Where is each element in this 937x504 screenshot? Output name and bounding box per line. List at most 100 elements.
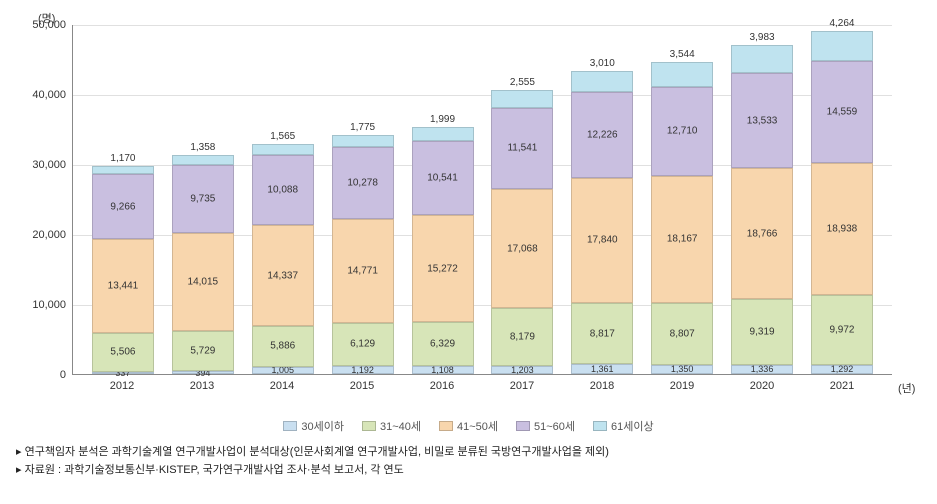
- bar-column: 1,2929,97218,93814,5594,264: [811, 31, 873, 374]
- bar-segment-s41: 15,272: [412, 215, 474, 322]
- segment-value-label: 1,565: [253, 131, 313, 142]
- segment-value-label: 8,817: [572, 328, 632, 339]
- segment-value-label: 6,129: [333, 339, 393, 350]
- bar-segment-s51: 11,541: [491, 108, 553, 189]
- x-tick-label: 2014: [251, 380, 313, 392]
- y-tick-label: 10,000: [10, 299, 66, 311]
- bar-segment-s51: 13,533: [731, 73, 793, 168]
- segment-value-label: 14,015: [173, 277, 233, 288]
- legend-swatch: [593, 421, 607, 431]
- x-tick-label: 2017: [491, 380, 553, 392]
- stacked-bar-chart: (명) 010,00020,00030,00040,00050,000 3375…: [10, 10, 927, 410]
- bar-segment-u30: 1,361: [571, 364, 633, 374]
- segment-value-label: 5,886: [253, 341, 313, 352]
- bar-segment-s31: 5,729: [172, 331, 234, 371]
- y-tick-label: 50,000: [10, 19, 66, 31]
- segment-value-label: 1,775: [333, 122, 393, 133]
- segment-value-label: 2,555: [492, 77, 552, 88]
- x-axis-labels: 2012201320142015201620172018201920202021: [72, 380, 892, 392]
- bars-container: 3375,506 13,441 9,266 1,170 3945,729 14,015 9,…: [73, 25, 892, 374]
- footnotes: 연구책임자 분석은 과학기술계열 연구개발사업이 분석대상(인문사회계열 연구개…: [10, 444, 927, 479]
- bar-segment-s51: 9,735: [172, 165, 234, 233]
- segment-value-label: 1,005: [253, 365, 313, 375]
- legend-swatch: [362, 421, 376, 431]
- bar-column: 3375,506 13,441 9,266 1,170: [92, 166, 154, 374]
- legend-swatch: [516, 421, 530, 431]
- bar-segment-s51: 12,710: [651, 87, 713, 176]
- bar-segment-s31: 9,319: [731, 299, 793, 364]
- segment-value-label: 13,533: [732, 115, 792, 126]
- x-tick-label: 2013: [171, 380, 233, 392]
- segment-value-label: 17,840: [572, 235, 632, 246]
- x-tick-label: 2019: [651, 380, 713, 392]
- segment-value-label: 9,319: [732, 327, 792, 338]
- segment-value-label: 14,559: [812, 106, 872, 117]
- segment-value-label: 1,192: [333, 365, 393, 375]
- segment-value-label: 1,336: [732, 364, 792, 374]
- bar-segment-s41: 17,068: [491, 189, 553, 308]
- bar-column: 1,3508,80718,16712,7103,544: [651, 62, 713, 374]
- segment-value-label: 9,735: [173, 193, 233, 204]
- x-tick-label: 2012: [91, 380, 153, 392]
- segment-value-label: 9,266: [93, 201, 153, 212]
- bar-segment-u30: 1,292: [811, 365, 873, 374]
- bar-segment-s51: 9,266: [92, 174, 154, 239]
- segment-value-label: 4,264: [812, 18, 872, 29]
- bar-segment-u30: 1,203: [491, 366, 553, 374]
- legend-label: 41~50세: [457, 418, 498, 434]
- bar-segment-o61: 1,170: [92, 166, 154, 174]
- bar-segment-s41: 14,337: [252, 225, 314, 325]
- legend-item: 41~50세: [439, 418, 498, 434]
- bar-segment-u30: 1,350: [651, 365, 713, 374]
- y-axis: 010,00020,00030,00040,00050,000: [10, 25, 70, 375]
- bar-segment-u30: 1,108: [412, 366, 474, 374]
- x-tick-label: 2016: [411, 380, 473, 392]
- segment-value-label: 11,541: [492, 143, 552, 154]
- bar-segment-u30: 337: [92, 372, 154, 374]
- bar-segment-s51: 10,541: [412, 141, 474, 215]
- footnote-source: 자료원 : 과학기술정보통신부·KISTEP, 국가연구개발사업 조사·분석 보…: [16, 462, 927, 480]
- segment-value-label: 10,278: [333, 178, 393, 189]
- legend-swatch: [283, 421, 297, 431]
- bar-segment-s51: 10,088: [252, 155, 314, 226]
- bar-segment-u30: 394: [172, 371, 234, 374]
- segment-value-label: 1,350: [652, 364, 712, 374]
- y-tick-label: 20,000: [10, 229, 66, 241]
- bar-column: 1,3618,81717,84012,2263,010: [571, 71, 633, 374]
- segment-value-label: 1,203: [492, 365, 552, 375]
- segment-value-label: 12,710: [652, 126, 712, 137]
- legend-label: 51~60세: [534, 418, 575, 434]
- y-tick-label: 0: [10, 369, 66, 381]
- bar-segment-s31: 8,179: [491, 308, 553, 365]
- bar-segment-s41: 13,441: [92, 239, 154, 333]
- legend-item: 31~40세: [362, 418, 421, 434]
- bar-segment-s41: 18,167: [651, 176, 713, 303]
- bar-segment-o61: 1,358: [172, 155, 234, 165]
- segment-value-label: 17,068: [492, 243, 552, 254]
- legend-label: 30세이하: [301, 418, 344, 434]
- bar-column: 1,1086,32915,27210,5411,999: [412, 127, 474, 374]
- segment-value-label: 1,358: [173, 142, 233, 153]
- segment-value-label: 15,272: [413, 263, 473, 274]
- segment-value-label: 1,292: [812, 364, 872, 374]
- bar-segment-o61: 1,999: [412, 127, 474, 141]
- y-tick-label: 30,000: [10, 159, 66, 171]
- segment-value-label: 1,999: [413, 114, 473, 125]
- bar-column: 1,3369,31918,76613,5333,983: [731, 45, 793, 374]
- bar-segment-s31: 5,506: [92, 333, 154, 372]
- y-tick-label: 40,000: [10, 89, 66, 101]
- bar-segment-o61: 1,565: [252, 144, 314, 155]
- segment-value-label: 18,167: [652, 234, 712, 245]
- segment-value-label: 3,010: [572, 58, 632, 69]
- legend-label: 31~40세: [380, 418, 421, 434]
- segment-value-label: 13,441: [93, 281, 153, 292]
- x-tick-label: 2020: [731, 380, 793, 392]
- bar-segment-s51: 10,278: [332, 147, 394, 219]
- bar-segment-u30: 1,005: [252, 367, 314, 374]
- bar-segment-s31: 8,817: [571, 303, 633, 365]
- legend: 30세이하31~40세41~50세51~60세61세이상: [10, 418, 927, 434]
- segment-value-label: 12,226: [572, 130, 632, 141]
- segment-value-label: 14,771: [333, 266, 393, 277]
- bar-segment-s41: 18,938: [811, 163, 873, 296]
- bar-segment-s31: 8,807: [651, 303, 713, 365]
